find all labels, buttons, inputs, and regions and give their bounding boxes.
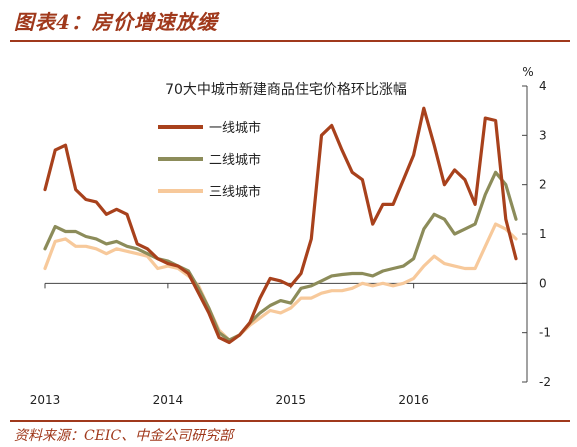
y-tick-label: 4 bbox=[539, 79, 547, 93]
source-rule bbox=[10, 420, 570, 422]
series-line-3 bbox=[43, 222, 518, 342]
legend-label-2: 二线城市 bbox=[209, 152, 261, 168]
series-line-1 bbox=[43, 106, 518, 345]
chart-title: 70大中城市新建商品住宅价格环比涨幅 bbox=[165, 81, 407, 98]
x-tick-label: 2014 bbox=[153, 393, 184, 407]
y-tick-label: 2 bbox=[539, 178, 547, 192]
figure-title: 图表4：房价增速放缓 bbox=[14, 10, 218, 34]
series-line-2 bbox=[43, 170, 518, 342]
source-note: 资料来源：CEIC、中金公司研究部 bbox=[14, 428, 234, 444]
title-rule bbox=[10, 40, 570, 42]
x-tick-label: 2016 bbox=[398, 393, 429, 407]
legend-label-1: 一线城市 bbox=[209, 120, 261, 136]
y-tick-label: -2 bbox=[539, 375, 551, 389]
y-tick-label: 1 bbox=[539, 227, 547, 241]
legend-label-3: 三线城市 bbox=[209, 184, 261, 200]
x-tick-label: 2013 bbox=[30, 393, 61, 407]
y-tick-label: 3 bbox=[539, 128, 547, 142]
series-lines bbox=[43, 106, 518, 345]
x-tick-label: 2015 bbox=[275, 393, 306, 407]
axes: -2 -1 0 1 2 3 4 2013 2014 2015 2016 bbox=[30, 79, 551, 407]
y-unit-label: % bbox=[522, 65, 533, 79]
y-tick-label: 0 bbox=[539, 276, 547, 290]
y-tick-label: -1 bbox=[539, 326, 551, 340]
